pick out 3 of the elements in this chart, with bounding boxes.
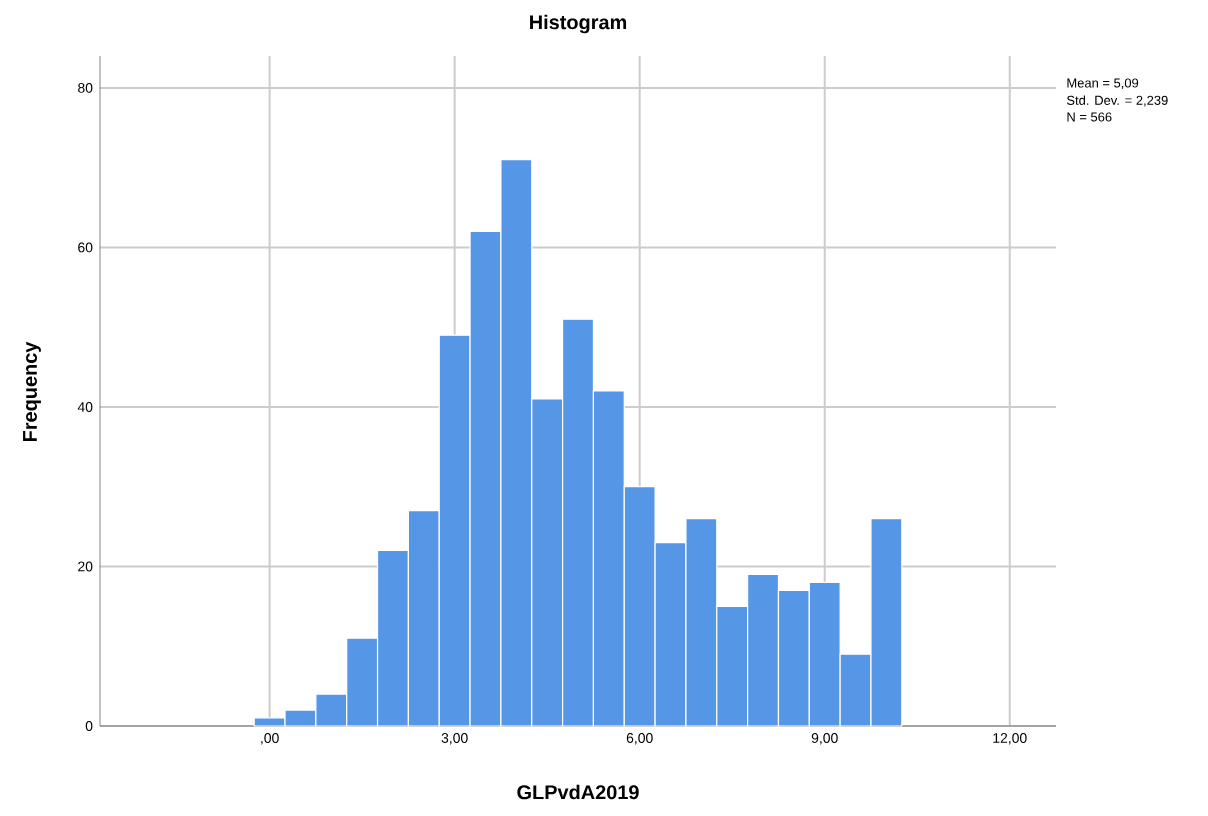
y-axis-title: Frequency (23, 341, 41, 442)
chart-title: Histogram (530, 14, 627, 34)
x-axis-title: GLPvdA2019 (517, 784, 639, 800)
